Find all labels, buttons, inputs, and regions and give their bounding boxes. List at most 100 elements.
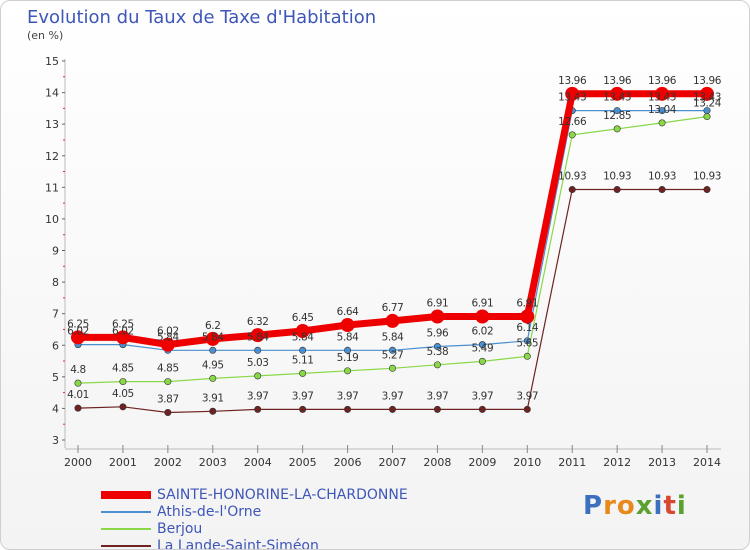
x-tick-label: 2004: [244, 456, 272, 469]
data-label: 10.93: [648, 171, 676, 183]
data-point: [119, 378, 127, 386]
data-label: 4.85: [112, 363, 134, 375]
data-label: 6.02: [471, 326, 493, 338]
data-label: 4.8: [70, 364, 86, 376]
data-point: [703, 107, 711, 115]
x-tick-label: 2012: [603, 456, 631, 469]
data-point: [299, 369, 307, 377]
data-label: 13.96: [693, 75, 722, 87]
data-label: 5.65: [516, 337, 538, 349]
data-label: 5.84: [202, 331, 224, 343]
data-label: 10.93: [558, 171, 586, 183]
data-point: [209, 346, 217, 354]
x-tick-label: 2013: [648, 456, 676, 469]
data-label: 3.97: [247, 390, 269, 402]
y-tick-label: 8: [52, 276, 59, 289]
x-tick-label: 2001: [109, 456, 137, 469]
data-point: [299, 405, 307, 413]
data-label: 3.87: [157, 394, 179, 406]
data-point: [388, 405, 396, 413]
legend-label: La Lande-Saint-Siméon: [157, 538, 319, 550]
data-point: [254, 405, 262, 413]
y-tick-label: 14: [45, 87, 59, 100]
x-tick-label: 2002: [154, 456, 182, 469]
data-label: 6.25: [112, 318, 134, 330]
data-label: 3.91: [202, 392, 224, 404]
y-tick-label: 12: [45, 150, 59, 163]
data-label: 5.49: [471, 342, 493, 354]
data-point: [475, 309, 490, 324]
data-label: 13.96: [603, 75, 632, 87]
data-point: [568, 131, 576, 139]
data-label: 13.43: [693, 92, 721, 104]
x-tick-label: 2009: [468, 456, 496, 469]
data-label: 6.14: [516, 322, 538, 334]
data-label: 5.84: [382, 331, 404, 343]
data-point: [433, 405, 441, 413]
data-point: [478, 405, 486, 413]
y-tick-label: 15: [45, 55, 59, 68]
data-point: [164, 378, 172, 386]
y-tick-label: 3: [52, 434, 59, 447]
data-point: [433, 343, 441, 351]
data-label: 6.91: [471, 298, 493, 310]
data-label: 5.03: [247, 357, 269, 369]
data-label: 6.2: [205, 320, 221, 332]
data-point: [658, 119, 666, 127]
data-point: [703, 113, 711, 121]
data-label: 5.11: [292, 354, 314, 366]
legend-swatch: [101, 528, 151, 530]
y-tick-label: 7: [52, 308, 59, 321]
y-tick-label: 5: [52, 371, 59, 384]
y-tick-label: 6: [52, 339, 59, 352]
x-tick-label: 2006: [334, 456, 362, 469]
data-point: [160, 337, 175, 352]
y-axis-unit-label: (en %): [27, 29, 64, 42]
y-tick-label: 9: [52, 245, 59, 258]
data-label: 6.32: [247, 316, 269, 328]
y-tick-label: 11: [45, 181, 59, 194]
x-tick-label: 2014: [693, 456, 721, 469]
data-point: [655, 86, 670, 101]
data-point: [340, 318, 355, 333]
x-tick-label: 2010: [513, 456, 541, 469]
data-label: 13.96: [648, 75, 677, 87]
data-label: 5.38: [427, 346, 449, 358]
data-label: 5.84: [337, 331, 359, 343]
data-point: [565, 86, 580, 101]
data-point: [209, 374, 217, 382]
data-point: [703, 186, 711, 194]
legend-label: SAINTE-HONORINE-LA-CHARDONNE: [157, 487, 408, 503]
data-label: 6.77: [382, 302, 404, 314]
data-point: [119, 403, 127, 411]
data-label: 4.85: [157, 363, 179, 375]
data-point: [254, 372, 262, 380]
data-label: 12.66: [558, 116, 587, 128]
data-label: 6.91: [427, 298, 449, 310]
data-point: [209, 407, 217, 415]
data-point: [613, 125, 621, 133]
data-point: [430, 309, 445, 324]
data-point: [254, 346, 262, 354]
data-point: [610, 86, 625, 101]
x-tick-label: 2007: [379, 456, 407, 469]
data-point: [250, 328, 265, 343]
data-point: [478, 357, 486, 365]
y-tick-label: 4: [52, 402, 59, 415]
data-label: 5.84: [157, 331, 179, 343]
legend-swatch: [101, 545, 151, 547]
data-point: [205, 331, 220, 346]
data-label: 13.43: [648, 92, 676, 104]
legend-swatch: [101, 491, 151, 499]
data-point: [613, 186, 621, 194]
data-label: 3.97: [292, 390, 314, 402]
data-label: 6.02: [112, 326, 134, 338]
data-point: [388, 346, 396, 354]
data-label: 6.02: [67, 326, 89, 338]
data-point: [658, 186, 666, 194]
data-label: 6.64: [337, 306, 359, 318]
data-label: 6.45: [292, 312, 314, 324]
data-label: 13.24: [693, 98, 722, 110]
data-label: 13.96: [558, 75, 587, 87]
